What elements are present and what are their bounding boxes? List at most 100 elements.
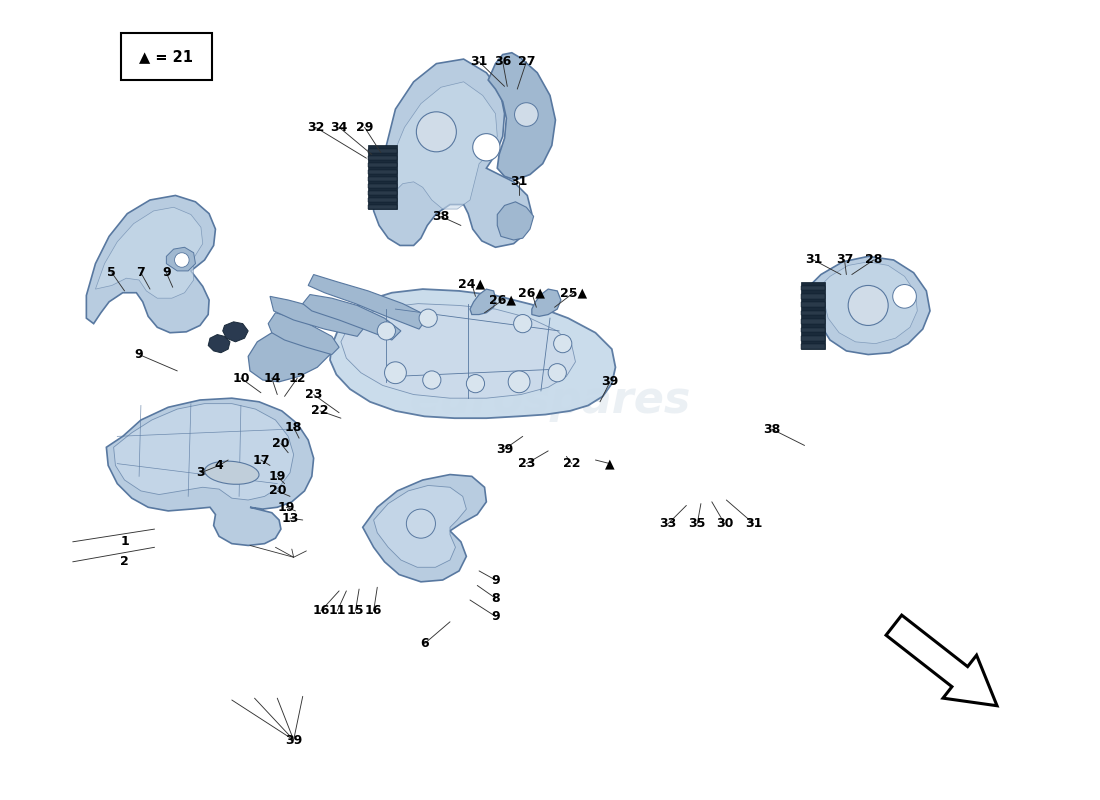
Text: 16: 16 [312, 605, 330, 618]
Polygon shape [302, 294, 400, 340]
Text: 19: 19 [268, 470, 286, 483]
Circle shape [508, 371, 530, 393]
Text: 38: 38 [763, 422, 780, 435]
Text: 5: 5 [108, 266, 117, 279]
Polygon shape [801, 328, 825, 332]
Circle shape [385, 362, 406, 384]
Polygon shape [249, 331, 332, 382]
Polygon shape [801, 336, 825, 341]
Polygon shape [804, 256, 930, 354]
Text: 31: 31 [805, 254, 823, 266]
Text: 27: 27 [518, 55, 535, 68]
Text: 14: 14 [263, 372, 280, 385]
Text: 23: 23 [305, 388, 322, 401]
Circle shape [848, 286, 888, 326]
Text: 3: 3 [197, 466, 206, 479]
Circle shape [422, 371, 441, 389]
Polygon shape [801, 302, 825, 307]
Circle shape [548, 364, 566, 382]
Polygon shape [363, 474, 486, 582]
Text: ▲ = 21: ▲ = 21 [140, 49, 194, 64]
Circle shape [514, 314, 531, 333]
Text: 16: 16 [365, 605, 383, 618]
Polygon shape [368, 206, 397, 209]
Text: 39: 39 [285, 734, 303, 746]
Circle shape [419, 309, 438, 327]
Polygon shape [801, 311, 825, 315]
Text: 9: 9 [162, 266, 170, 279]
Text: 31: 31 [510, 175, 528, 188]
Polygon shape [87, 195, 216, 333]
Text: 36: 36 [494, 55, 512, 68]
Text: 15: 15 [346, 605, 364, 618]
Text: 11: 11 [329, 605, 346, 618]
Text: 23: 23 [518, 457, 535, 470]
FancyBboxPatch shape [121, 33, 212, 80]
Text: 29: 29 [356, 121, 373, 134]
Text: 22: 22 [311, 405, 329, 418]
Text: 13: 13 [282, 512, 299, 525]
Text: 4: 4 [214, 459, 223, 472]
Polygon shape [497, 202, 534, 240]
Polygon shape [368, 149, 397, 153]
Polygon shape [368, 191, 397, 195]
Circle shape [377, 322, 396, 340]
Polygon shape [531, 289, 561, 316]
Text: 39: 39 [496, 442, 514, 455]
Text: 7: 7 [136, 266, 145, 279]
Polygon shape [96, 207, 202, 298]
Text: 26▲: 26▲ [490, 294, 516, 306]
Text: 24▲: 24▲ [459, 277, 485, 290]
Polygon shape [368, 146, 397, 209]
Text: 28: 28 [865, 254, 882, 266]
Text: 35: 35 [689, 517, 706, 530]
Text: 33: 33 [660, 517, 676, 530]
Text: 19: 19 [277, 501, 295, 514]
Polygon shape [341, 304, 575, 398]
Circle shape [406, 509, 436, 538]
Text: 8: 8 [491, 592, 499, 605]
Polygon shape [368, 156, 397, 159]
Polygon shape [886, 615, 997, 706]
Text: 30: 30 [716, 517, 734, 530]
Polygon shape [470, 289, 495, 314]
Text: 1: 1 [120, 535, 129, 548]
Ellipse shape [205, 461, 258, 484]
Text: 9: 9 [491, 574, 499, 586]
Text: 10: 10 [232, 372, 250, 385]
Polygon shape [222, 322, 249, 342]
Polygon shape [801, 319, 825, 324]
Text: 31: 31 [745, 517, 762, 530]
Polygon shape [107, 398, 314, 546]
Polygon shape [801, 286, 825, 290]
Polygon shape [166, 247, 196, 271]
Polygon shape [113, 404, 294, 500]
Text: 37: 37 [836, 254, 854, 266]
Text: 9: 9 [491, 610, 499, 623]
Polygon shape [385, 82, 497, 209]
Polygon shape [270, 296, 364, 336]
Text: 31: 31 [471, 55, 487, 68]
Text: 18: 18 [285, 421, 303, 434]
Text: 12: 12 [288, 372, 306, 385]
Text: 17: 17 [252, 454, 270, 466]
Polygon shape [268, 313, 339, 354]
Polygon shape [374, 486, 466, 567]
Text: 6: 6 [420, 637, 429, 650]
Text: 22: 22 [563, 457, 581, 470]
Polygon shape [374, 59, 531, 247]
Text: 26▲: 26▲ [518, 286, 546, 299]
Text: 9: 9 [135, 348, 143, 361]
Circle shape [515, 102, 538, 126]
Text: 20: 20 [272, 437, 289, 450]
Circle shape [473, 134, 500, 161]
Polygon shape [368, 177, 397, 181]
Polygon shape [368, 198, 397, 202]
Polygon shape [330, 289, 616, 418]
Text: 20: 20 [268, 485, 286, 498]
Text: 32: 32 [307, 121, 324, 134]
Circle shape [466, 374, 484, 393]
Polygon shape [488, 53, 556, 180]
Circle shape [175, 253, 189, 267]
Polygon shape [801, 345, 825, 349]
